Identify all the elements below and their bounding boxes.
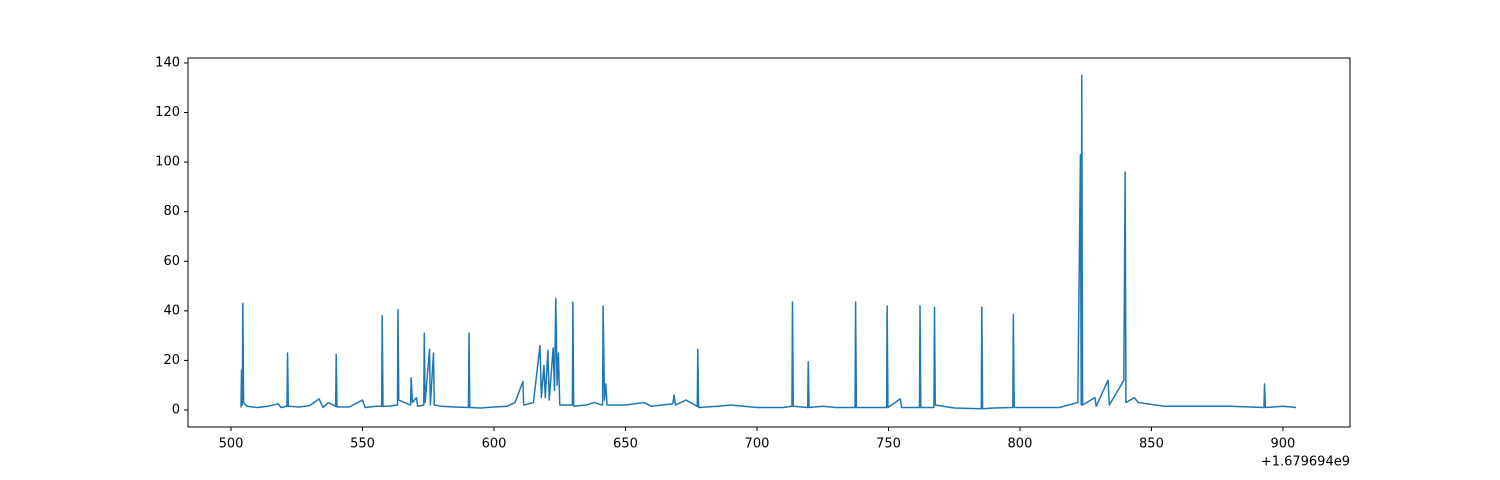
data-line — [240, 74, 1297, 410]
x-offset-label: +1.679694e9 — [1261, 455, 1350, 470]
y-tick-label: 0 — [172, 402, 180, 417]
y-tick-label: 100 — [155, 155, 180, 170]
x-tick-label: 850 — [1139, 437, 1164, 452]
x-tick-label: 900 — [1271, 437, 1296, 452]
x-tick-label: 550 — [350, 437, 375, 452]
x-tick-label: 800 — [1008, 437, 1033, 452]
y-tick-label: 80 — [163, 204, 180, 219]
y-tick-label: 40 — [163, 303, 180, 318]
x-tick-label: 500 — [219, 437, 244, 452]
y-tick-label: 20 — [163, 353, 180, 368]
x-tick-label: 700 — [745, 437, 770, 452]
y-tick-label: 60 — [163, 254, 180, 269]
x-tick-label: 600 — [482, 437, 507, 452]
x-tick-label: 650 — [613, 437, 638, 452]
y-tick-label: 120 — [155, 105, 180, 120]
axes-frame — [187, 57, 1351, 428]
x-tick-label: 750 — [876, 437, 901, 452]
y-tick-label: 140 — [155, 55, 180, 70]
